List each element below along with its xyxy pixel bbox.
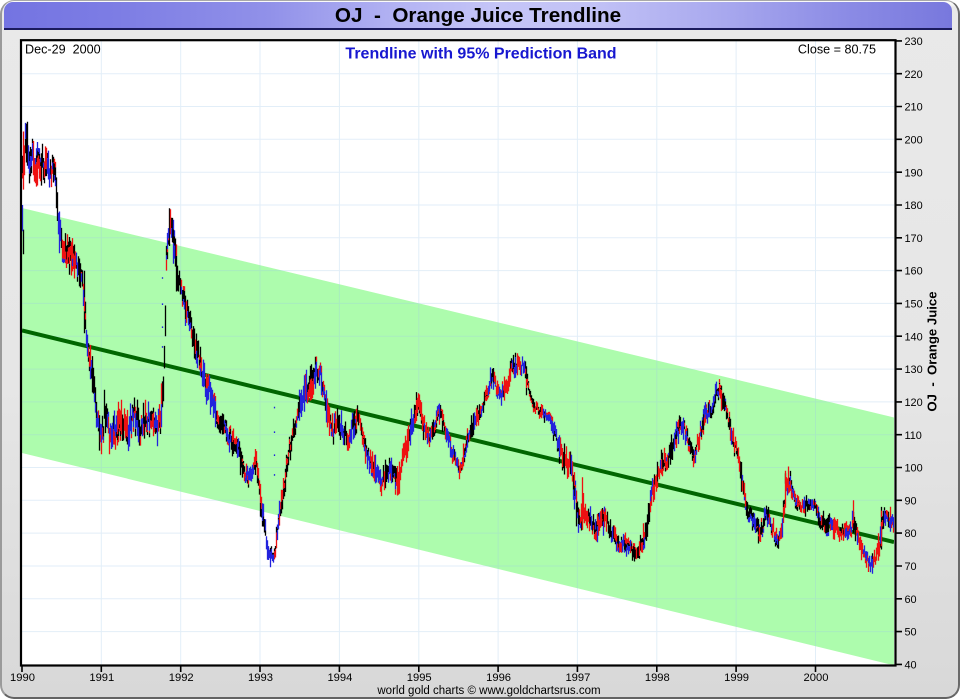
svg-text:world gold charts © www.goldch: world gold charts © www.goldchartsrus.co… [376,685,600,697]
svg-text:2000: 2000 [804,672,829,684]
svg-text:1995: 1995 [407,672,432,684]
svg-text:70: 70 [905,561,917,573]
svg-text:Dec-29 2000: Dec-29 2000 [25,43,101,57]
svg-text:90: 90 [905,495,917,507]
svg-text:140: 140 [905,331,923,343]
svg-text:1991: 1991 [89,672,114,684]
svg-text:190: 190 [905,167,923,179]
svg-text:160: 160 [905,266,923,278]
svg-text:1999: 1999 [724,672,749,684]
svg-text:170: 170 [905,233,923,245]
svg-text:220: 220 [905,69,923,81]
svg-text:1990: 1990 [10,672,35,684]
svg-text:Close = 80.75: Close = 80.75 [798,43,876,57]
svg-text:1993: 1993 [248,672,273,684]
svg-text:1994: 1994 [327,672,352,684]
svg-text:120: 120 [905,397,923,409]
svg-text:40: 40 [905,660,917,672]
svg-text:60: 60 [905,594,917,606]
svg-text:1996: 1996 [486,672,511,684]
svg-text:230: 230 [905,36,923,48]
svg-text:1998: 1998 [645,672,670,684]
svg-text:180: 180 [905,200,923,212]
svg-text:110: 110 [905,430,922,442]
svg-text:OJ - Orange Juice: OJ - Orange Juice [925,291,940,411]
svg-text:130: 130 [905,364,923,376]
svg-text:Trendline with 95% Prediction: Trendline with 95% Prediction Band [345,46,616,63]
svg-text:100: 100 [905,463,923,475]
svg-text:210: 210 [905,102,923,114]
svg-text:200: 200 [905,134,923,146]
svg-text:80: 80 [905,528,917,540]
svg-text:1992: 1992 [169,672,194,684]
svg-text:50: 50 [905,627,917,639]
svg-text:1997: 1997 [565,672,590,684]
svg-text:150: 150 [905,299,923,311]
